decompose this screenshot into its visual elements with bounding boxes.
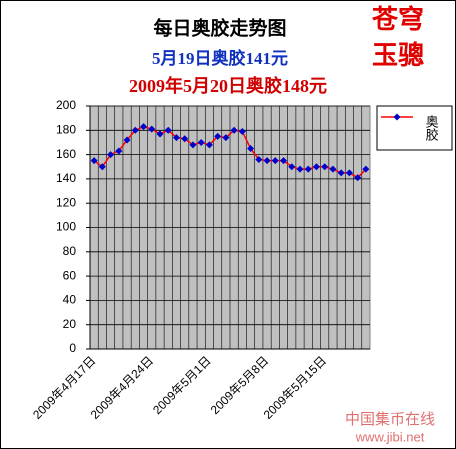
- point: [255, 155, 263, 163]
- point: [354, 174, 362, 182]
- point: [304, 165, 312, 173]
- legend-marker: [393, 113, 401, 121]
- point: [98, 163, 106, 171]
- legend-label: 奥胶: [424, 115, 439, 142]
- point: [172, 134, 180, 142]
- point: [214, 132, 222, 140]
- y-tick-label: 160: [56, 147, 76, 161]
- subtitle: 2009年5月20日奥胶148元: [129, 75, 327, 96]
- point: [321, 163, 329, 171]
- point: [181, 135, 189, 143]
- y-tick-label: 40: [63, 293, 77, 307]
- y-tick-label: 200: [56, 98, 76, 112]
- point: [164, 126, 172, 134]
- legend-box: [376, 105, 453, 151]
- point: [230, 126, 238, 134]
- series-line: [93, 125, 367, 179]
- y-tick-label: 120: [56, 195, 76, 209]
- point: [247, 145, 255, 153]
- point: [222, 134, 230, 142]
- point: [107, 151, 115, 159]
- y-tick-label: 80: [63, 244, 77, 258]
- y-tick-label: 0: [69, 341, 76, 355]
- point: [156, 130, 164, 138]
- point: [115, 147, 123, 155]
- point: [238, 128, 246, 136]
- y-tick-label: 140: [56, 171, 76, 185]
- y-tick-label: 100: [56, 220, 76, 234]
- point: [148, 125, 156, 133]
- point: [280, 157, 288, 165]
- point: [263, 157, 271, 165]
- annotation: 玉骢: [372, 40, 424, 70]
- point: [288, 163, 296, 171]
- point: [329, 165, 337, 173]
- point: [90, 157, 98, 165]
- point: [131, 126, 139, 134]
- watermark: 中国集币在线: [345, 411, 435, 428]
- y-tick-label: 20: [63, 317, 77, 331]
- point: [271, 157, 279, 165]
- point: [140, 123, 148, 131]
- point: [337, 169, 345, 177]
- point: [362, 165, 370, 173]
- point: [345, 169, 353, 177]
- point: [296, 165, 304, 173]
- point: [189, 141, 197, 149]
- y-tick-label: 180: [56, 122, 76, 136]
- point: [312, 163, 320, 171]
- point: [205, 141, 213, 149]
- annotation: 苍穹: [371, 4, 424, 34]
- watermark: www.jibi.net: [355, 429, 425, 444]
- point: [123, 136, 131, 144]
- chart-title: 每日奥胶走势图: [153, 16, 286, 39]
- y-tick-label: 60: [63, 268, 77, 282]
- subtitle: 5月19日奥胶141元: [152, 48, 288, 68]
- point: [197, 138, 205, 146]
